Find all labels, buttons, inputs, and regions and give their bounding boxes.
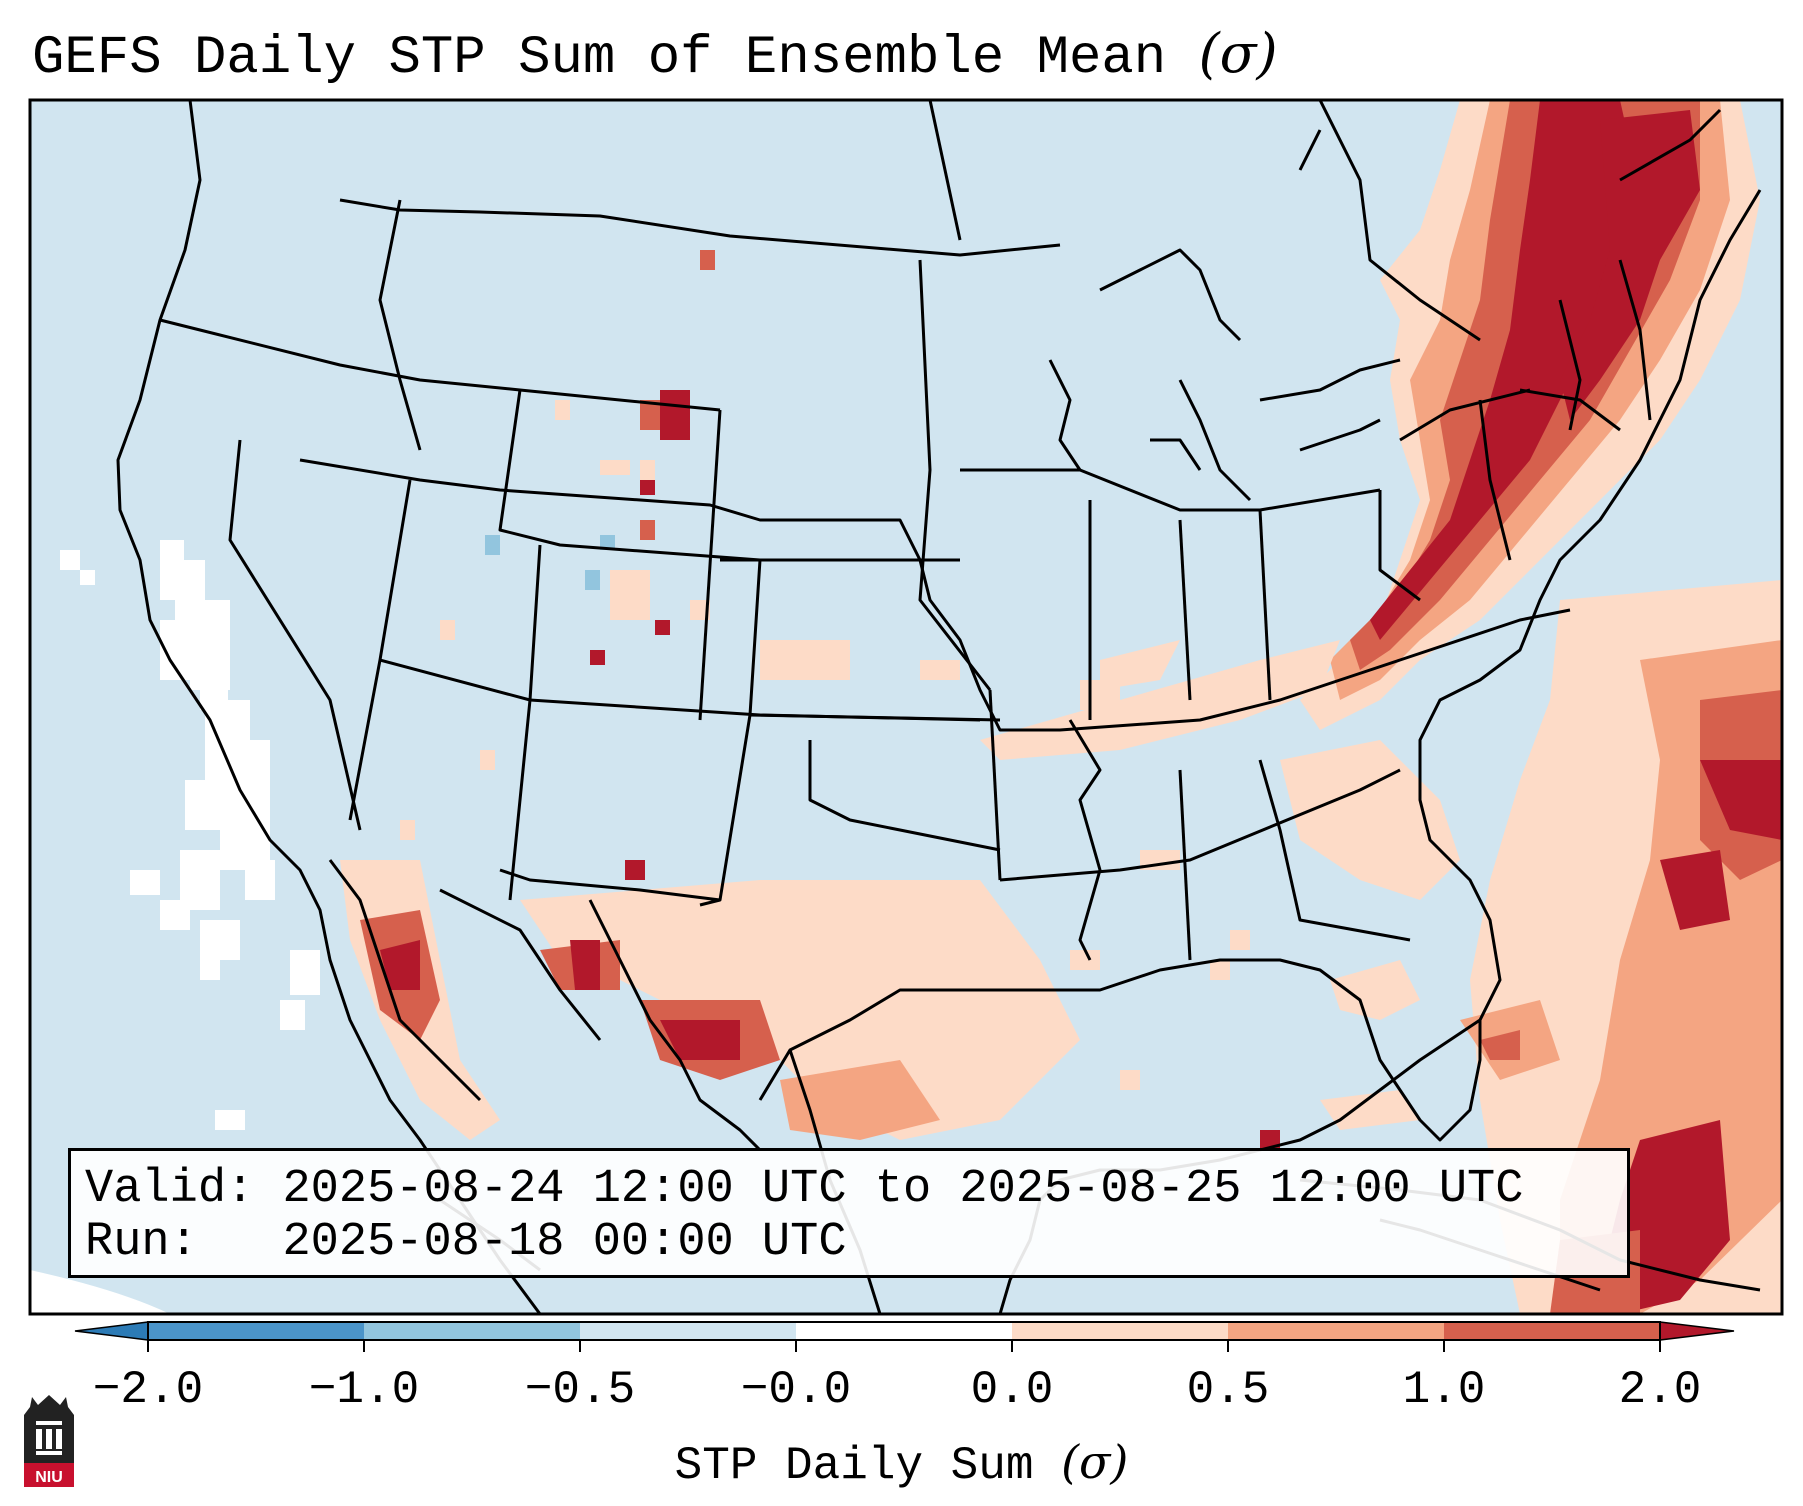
run-label: Run: — [85, 1216, 198, 1269]
colorbar-segment — [148, 1322, 364, 1340]
colorbar-extend-high — [1659, 1321, 1735, 1341]
stp-scattered-pixels — [400, 250, 1280, 1150]
chart-title: GEFS Daily STP Sum of Ensemble Mean (σ) — [32, 22, 1278, 91]
domain-edge — [30, 1270, 170, 1314]
colorbar-extend-low — [74, 1321, 149, 1341]
colorbar-tick-label: −0.0 — [740, 1364, 852, 1416]
stp-field-southwest — [340, 860, 1560, 1140]
colorbar-segment — [796, 1322, 1012, 1340]
colorbar-tick-label: 0.0 — [970, 1364, 1054, 1416]
colorbar-label: STP Daily Sum (σ) — [0, 1436, 1803, 1492]
valid-run-box: Valid: 2025-08-24 12:00 UTC to 2025-08-2… — [68, 1148, 1630, 1278]
colorbar-label-sigma: (σ) — [1061, 1435, 1129, 1489]
title-text: GEFS Daily STP Sum of Ensemble Mean — [32, 28, 1167, 89]
map-frame — [28, 98, 1784, 1316]
colorbar-tick-label: 0.5 — [1186, 1364, 1270, 1416]
logo-text: NIU — [35, 1469, 63, 1486]
valid-text: 2025-08-24 12:00 UTC to 2025-08-25 12:00… — [282, 1163, 1524, 1216]
colorbar — [74, 1321, 1735, 1352]
colorbar-segment — [364, 1322, 580, 1340]
valid-label: Valid: — [85, 1163, 255, 1216]
colorbar-segment — [1444, 1322, 1660, 1340]
colorbar-tick-label: 2.0 — [1618, 1364, 1702, 1416]
niu-logo: NIU — [24, 1395, 74, 1487]
stp-field-northeast — [1300, 100, 1760, 730]
colorbar-tick-label: 1.0 — [1402, 1364, 1486, 1416]
stp-field-southeast-atlantic — [1280, 580, 1782, 1314]
colorbar-segment — [1228, 1322, 1444, 1340]
colorbar-tick-label: −2.0 — [92, 1364, 204, 1416]
colorbar-segment — [1012, 1322, 1228, 1340]
colorbar-tick-label: −1.0 — [308, 1364, 420, 1416]
colorbar-segment — [580, 1322, 796, 1340]
colorbar-label-text: STP Daily Sum — [674, 1440, 1034, 1492]
colorbar-tick-label: −0.5 — [524, 1364, 636, 1416]
colorbar-frame — [147, 1321, 1661, 1341]
title-sigma: (σ) — [1198, 22, 1278, 85]
run-text: 2025-08-18 00:00 UTC — [282, 1216, 847, 1269]
